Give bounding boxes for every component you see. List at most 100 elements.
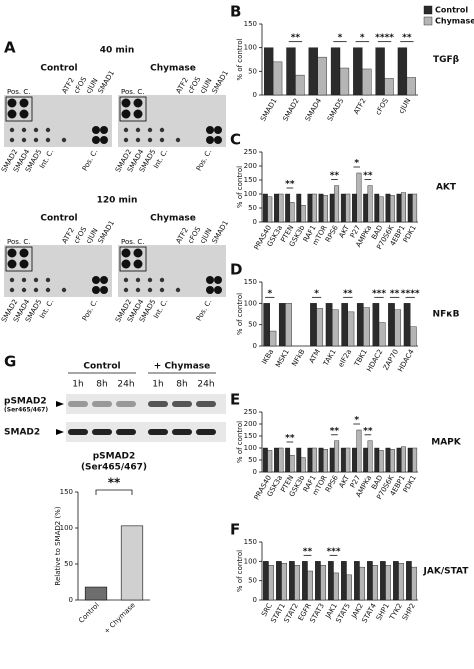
y-axis-label: % of control (236, 166, 244, 208)
bar (354, 561, 360, 601)
bar (385, 447, 391, 473)
bar (289, 561, 295, 601)
group-label: NFκB (433, 310, 460, 320)
blot-label: SMAD1 (211, 69, 230, 95)
bar (363, 307, 370, 347)
significance: * (267, 289, 272, 299)
bar (356, 429, 362, 473)
dot (206, 276, 214, 284)
dot (121, 109, 131, 119)
pos-box (5, 246, 33, 272)
bar (398, 563, 404, 601)
dot (159, 277, 165, 283)
dot (9, 277, 15, 283)
bar (334, 185, 340, 223)
blot-time: 120 min (97, 196, 138, 206)
dot (147, 277, 153, 283)
bar (412, 193, 418, 223)
dot (45, 127, 51, 133)
band (148, 401, 168, 407)
bar (300, 204, 306, 223)
row-label: pSMAD2 (4, 397, 47, 407)
bar (307, 193, 313, 223)
group-label: + Chymase (154, 362, 210, 372)
x-tick-label: NFkB (290, 348, 306, 368)
arrow (56, 429, 64, 435)
bar (263, 561, 269, 601)
y-tick-label: 0 (69, 596, 73, 604)
dot (7, 248, 17, 258)
bar (310, 303, 317, 347)
y-tick-label: 100 (244, 299, 257, 307)
bar (374, 447, 380, 473)
sig-bracket (95, 489, 133, 495)
dot (45, 137, 51, 143)
bar (346, 574, 352, 601)
y-tick-label: 0 (253, 218, 257, 226)
legend-swatch (423, 5, 433, 15)
bar (363, 447, 369, 473)
arrow (56, 401, 64, 407)
x-tick-label: SMAD4 (304, 97, 324, 123)
x-tick-label: cFOS (374, 97, 390, 117)
dot (147, 287, 153, 293)
pos-box (119, 246, 147, 272)
row-sublabel: (Ser465/467) (4, 407, 48, 414)
bar (406, 77, 416, 96)
bar (375, 47, 385, 96)
dot (123, 127, 129, 133)
dot (33, 137, 39, 143)
x-tick-label: SMAD1 (259, 97, 278, 123)
y-tick-label: 50 (248, 321, 257, 329)
bar (385, 565, 391, 601)
bar (278, 193, 284, 223)
dot (21, 287, 27, 293)
x-tick-label: TAK1 (321, 348, 337, 368)
y-axis-label: % of control (236, 550, 244, 592)
y-tick-label: 0 (253, 596, 257, 604)
dot (92, 276, 100, 284)
significance: ** (330, 171, 340, 181)
condition-label: Control (40, 214, 77, 224)
x-tick-label: ATM (308, 348, 322, 365)
significance: ** (402, 33, 412, 43)
dot (159, 137, 165, 143)
dot (214, 286, 222, 294)
legend-label: Control (435, 6, 468, 15)
lane-label: 1h (152, 380, 163, 390)
significance: *** (372, 289, 386, 299)
dot (100, 136, 108, 144)
lane-label: 24h (117, 380, 134, 390)
y-tick-label: 150 (60, 488, 73, 496)
dot (92, 126, 100, 134)
bar (268, 565, 274, 601)
y-tick-label: 100 (244, 44, 257, 52)
dot (92, 286, 100, 294)
y-tick-label: 0 (253, 342, 257, 350)
significance: * (314, 289, 319, 299)
significance: * (354, 159, 359, 169)
bar (396, 447, 402, 473)
significance: ** (363, 426, 373, 436)
dot (21, 137, 27, 143)
bar (340, 447, 346, 473)
y-tick-label: 50 (248, 577, 257, 585)
significance: ** (390, 289, 400, 299)
lane-label: 1h (72, 380, 83, 390)
panel-letter: F (230, 521, 240, 539)
chart-title: pSMAD2 (93, 452, 136, 462)
significance: * (354, 416, 359, 426)
bar (289, 202, 295, 223)
dot (123, 137, 129, 143)
bar (389, 449, 395, 473)
bar (362, 68, 372, 96)
dot (133, 248, 143, 258)
blot-label: SMAD1 (97, 69, 116, 95)
bar (372, 303, 380, 347)
blot-label: SMAD1 (97, 219, 116, 245)
group-label: AKT (436, 183, 457, 193)
x-tick-label: Control (77, 601, 101, 625)
lane-label: 8h (96, 380, 107, 390)
bar (385, 193, 391, 223)
bar (274, 193, 279, 223)
